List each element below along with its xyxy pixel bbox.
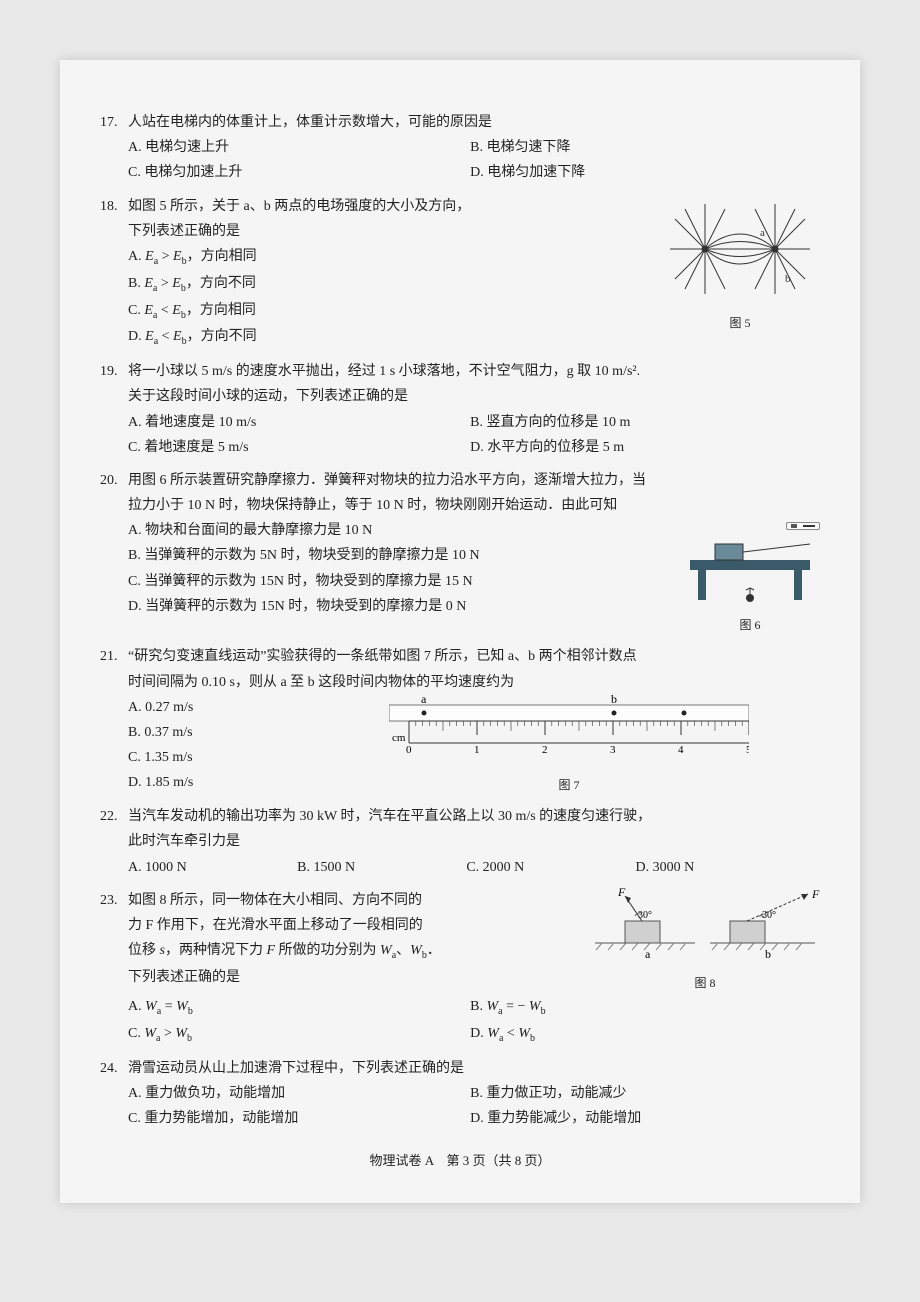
fig8-F-a: F: [617, 888, 626, 899]
friction-table-icon: [680, 540, 820, 605]
figure-5: a b 图 5: [660, 194, 820, 352]
figure-8: F 30° a F 30° b 图 8: [590, 888, 820, 994]
q21-option-b: B. 0.37 m/s: [128, 720, 298, 745]
figure-7: a b 0 1 2 3 4 5 cm 图 7: [318, 695, 820, 796]
q23-text4: 下列表述正确的是: [128, 965, 580, 990]
q20-number: 20.: [100, 468, 128, 493]
q17-option-d: D. 电梯匀加速下降: [470, 160, 802, 185]
q18-option-a: A. Ea > Eb，方向相同: [128, 244, 650, 271]
force-blocks-icon: F 30° a F 30° b: [590, 888, 820, 963]
q19-option-b: B. 竖直方向的位移是 10 m: [470, 410, 802, 435]
q21-option-c: C. 1.35 m/s: [128, 745, 298, 770]
question-19: 19. 将一小球以 5 m/s 的速度水平抛出，经过 1 s 小球落地，不计空气…: [100, 359, 820, 460]
q18-option-b: B. Ea > Eb，方向不同: [128, 271, 650, 298]
q21-text2: 时间间隔为 0.10 s，则从 a 至 b 这段时间内物体的平均速度约为: [128, 670, 820, 695]
q20-text2: 拉力小于 10 N 时，物块保持静止，等于 10 N 时，物块刚刚开始运动．由此…: [128, 493, 820, 518]
fig8-F-b: F: [811, 888, 820, 901]
q19-option-c: C. 着地速度是 5 m/s: [128, 435, 460, 460]
q20-text1: 用图 6 所示装置研究静摩擦力．弹簧秤对物块的拉力沿水平方向，逐渐增大拉力，当: [128, 468, 820, 493]
paper-tape-ruler-icon: a b 0 1 2 3 4 5 cm: [389, 695, 749, 765]
q24-option-b: B. 重力做正功，动能减少: [470, 1081, 802, 1106]
exam-page: 17. 人站在电梯内的体重计上，体重计示数增大，可能的原因是 A. 电梯匀速上升…: [60, 60, 860, 1203]
question-18: 18. 如图 5 所示，关于 a、b 两点的电场强度的大小及方向， 下列表述正确…: [100, 194, 820, 352]
q23-option-a: A. Wa = Wb: [128, 994, 460, 1021]
svg-text:1: 1: [474, 744, 480, 756]
figure-6-label: 图 6: [680, 615, 820, 637]
ruler-cm-label: cm: [392, 732, 406, 744]
q19-option-a: A. 着地速度是 10 m/s: [128, 410, 460, 435]
spring-scale-icon: [786, 522, 820, 530]
fig8-angle-b: 30°: [762, 910, 776, 921]
question-20: 20. 用图 6 所示装置研究静摩擦力．弹簧秤对物块的拉力沿水平方向，逐渐增大拉…: [100, 468, 820, 637]
q22-text1: 当汽车发动机的输出功率为 30 kW 时，汽车在平直公路上以 30 m/s 的速…: [128, 804, 820, 829]
q21-number: 21.: [100, 644, 128, 669]
q24-option-d: D. 重力势能减少，动能增加: [470, 1106, 802, 1131]
q22-option-a: A. 1000 N: [128, 855, 287, 880]
q24-option-a: A. 重力做负功，动能增加: [128, 1081, 460, 1106]
page-footer: 物理试卷 A 第 3 页（共 8 页）: [100, 1149, 820, 1172]
figure-7-label: 图 7: [318, 775, 820, 797]
q23-number: 23.: [100, 888, 128, 913]
question-23: 23. 如图 8 所示，同一物体在大小相同、方向不同的 力 F 作用下，在光滑水…: [100, 888, 820, 1048]
svg-text:4: 4: [678, 744, 684, 756]
q20-option-d: D. 当弹簧秤的示数为 15N 时，物块受到的摩擦力是 0 N: [128, 594, 660, 619]
question-21: 21. “研究匀变速直线运动”实验获得的一条纸带如图 7 所示，已知 a、b 两…: [100, 644, 820, 796]
q24-option-c: C. 重力势能增加，动能增加: [128, 1106, 460, 1131]
q20-option-b: B. 当弹簧秤的示数为 5N 时，物块受到的静摩擦力是 10 N: [128, 543, 660, 568]
q17-number: 17.: [100, 110, 128, 135]
q22-option-c: C. 2000 N: [466, 855, 625, 880]
q18-option-c: C. Ea < Eb，方向相同: [128, 298, 650, 325]
svg-text:2: 2: [542, 744, 548, 756]
fig8-sub-b: b: [765, 947, 771, 961]
q18-text1: 如图 5 所示，关于 a、b 两点的电场强度的大小及方向，: [128, 194, 650, 219]
q23-option-d: D. Wa < Wb: [470, 1021, 802, 1048]
q22-text2: 此时汽车牵引力是: [128, 829, 820, 854]
q23-text3: 位移 s，两种情况下力 F 所做的功分别为 Wa、Wb．: [128, 938, 580, 965]
q23-text2: 力 F 作用下，在光滑水平面上移动了一段相同的: [128, 913, 580, 938]
fig5-point-b: b: [785, 273, 791, 285]
fig8-angle-a: 30°: [638, 910, 652, 921]
q23-text1: 如图 8 所示，同一物体在大小相同、方向不同的: [128, 888, 580, 913]
q23-option-c: C. Wa > Wb: [128, 1021, 460, 1048]
q24-number: 24.: [100, 1056, 128, 1081]
q17-option-a: A. 电梯匀速上升: [128, 135, 460, 160]
figure-6: 图 6: [680, 518, 820, 636]
q24-text: 滑雪运动员从山上加速滑下过程中，下列表述正确的是: [128, 1056, 820, 1081]
svg-text:3: 3: [610, 744, 616, 756]
question-24: 24. 滑雪运动员从山上加速滑下过程中，下列表述正确的是 A. 重力做负功，动能…: [100, 1056, 820, 1132]
q19-option-d: D. 水平方向的位移是 5 m: [470, 435, 802, 460]
tape-dot-b-label: b: [611, 695, 617, 706]
fig5-point-a: a: [760, 227, 765, 239]
q23-option-b: B. Wa = − Wb: [470, 994, 802, 1021]
q19-text2: 关于这段时间小球的运动，下列表述正确的是: [128, 384, 820, 409]
q19-text1: 将一小球以 5 m/s 的速度水平抛出，经过 1 s 小球落地，不计空气阻力，g…: [128, 359, 820, 384]
q18-option-d: D. Ea < Eb，方向不同: [128, 324, 650, 351]
q18-text2: 下列表述正确的是: [128, 219, 650, 244]
tape-dot-a-label: a: [421, 695, 427, 706]
svg-text:5: 5: [746, 744, 749, 756]
q17-text: 人站在电梯内的体重计上，体重计示数增大，可能的原因是: [128, 110, 820, 135]
figure-8-label: 图 8: [590, 973, 820, 995]
q18-number: 18.: [100, 194, 128, 219]
fig8-sub-a: a: [645, 947, 651, 961]
question-17: 17. 人站在电梯内的体重计上，体重计示数增大，可能的原因是 A. 电梯匀速上升…: [100, 110, 820, 186]
question-22: 22. 当汽车发动机的输出功率为 30 kW 时，汽车在平直公路上以 30 m/…: [100, 804, 820, 880]
q17-option-b: B. 电梯匀速下降: [470, 135, 802, 160]
figure-5-label: 图 5: [660, 313, 820, 335]
q21-option-a: A. 0.27 m/s: [128, 695, 298, 720]
q20-option-a: A. 物块和台面间的最大静摩擦力是 10 N: [128, 518, 660, 543]
q21-option-d: D. 1.85 m/s: [128, 770, 298, 795]
q20-option-c: C. 当弹簧秤的示数为 15N 时，物块受到的摩擦力是 15 N: [128, 569, 660, 594]
svg-text:0: 0: [406, 744, 412, 756]
q22-option-d: D. 3000 N: [635, 855, 794, 880]
dipole-field-icon: a b: [660, 194, 820, 304]
q22-option-b: B. 1500 N: [297, 855, 456, 880]
q19-number: 19.: [100, 359, 128, 384]
q22-number: 22.: [100, 804, 128, 829]
q17-option-c: C. 电梯匀加速上升: [128, 160, 460, 185]
q21-text1: “研究匀变速直线运动”实验获得的一条纸带如图 7 所示，已知 a、b 两个相邻计…: [128, 644, 820, 669]
